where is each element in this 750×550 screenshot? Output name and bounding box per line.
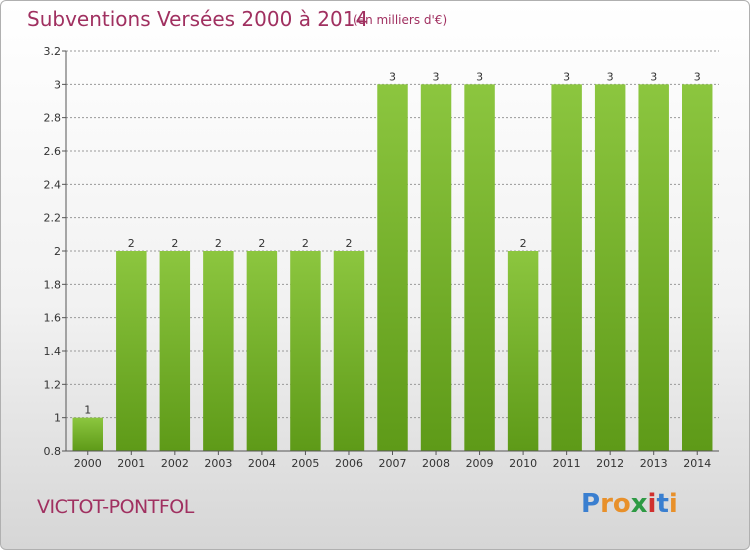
x-tick-label: 2000 <box>74 457 102 470</box>
y-tick-label: 0.8 <box>44 445 62 458</box>
x-tick-label: 2002 <box>161 457 189 470</box>
bar <box>638 84 669 451</box>
bar-value-label: 3 <box>433 70 440 83</box>
proxiti-logo: Proxiti <box>581 489 678 519</box>
bar <box>420 84 452 451</box>
y-tick-label: 2 <box>54 245 61 258</box>
y-tick-label: 1.4 <box>44 345 62 358</box>
bar-value-label: 3 <box>563 70 570 83</box>
y-tick-label: 1.6 <box>44 312 62 325</box>
labels: 0.8 1 1.2 1.4 1.6 1.8 2 2.2 2.4 2.6 2.8 3 3.2 1 2000 2 2… <box>44 45 712 470</box>
commune-name: VICTOT-PONTFOL <box>37 496 194 518</box>
bar-value-label: 1 <box>84 404 91 417</box>
bar <box>377 84 408 451</box>
bar <box>116 251 147 451</box>
bar <box>246 251 278 451</box>
bar-value-label: 2 <box>520 237 527 250</box>
bar-value-label: 2 <box>128 237 135 250</box>
y-tick-label: 2.8 <box>44 112 62 125</box>
logo-letter: x <box>630 489 648 519</box>
bar <box>551 84 582 451</box>
x-tick-label: 2010 <box>509 457 537 470</box>
x-tick-label: 2004 <box>248 457 276 470</box>
bar <box>333 251 365 451</box>
bar <box>203 251 234 451</box>
bar-value-label: 3 <box>694 70 701 83</box>
bar-value-label: 3 <box>607 70 614 83</box>
x-tick-label: 2005 <box>291 457 319 470</box>
logo-letter: r <box>600 489 613 519</box>
logo-letter: i <box>647 489 657 519</box>
y-tick-label: 2.4 <box>44 178 62 191</box>
x-tick-label: 2003 <box>204 457 232 470</box>
bar-value-label: 2 <box>215 237 222 250</box>
chart-subtitle: (en milliers d'€) <box>353 13 448 27</box>
bar-value-label: 2 <box>345 237 352 250</box>
y-tick-label: 1 <box>54 412 61 425</box>
axes <box>62 50 719 455</box>
x-tick-label: 2009 <box>466 457 494 470</box>
bar-value-label: 2 <box>258 237 265 250</box>
bar <box>290 251 321 451</box>
bar <box>464 84 495 451</box>
x-tick-label: 2013 <box>640 457 668 470</box>
y-tick-label: 1.8 <box>44 278 62 291</box>
y-tick-label: 1.2 <box>44 378 62 391</box>
bar-value-label: 3 <box>476 70 483 83</box>
x-tick-label: 2001 <box>117 457 145 470</box>
logo-letter: P <box>581 489 601 519</box>
y-tick-label: 2.6 <box>44 145 62 158</box>
bar-value-label: 3 <box>650 70 657 83</box>
logo-letter: o <box>612 489 631 519</box>
chart-title: Subventions Versées 2000 à 2014 <box>27 7 369 31</box>
bar-value-label: 3 <box>389 70 396 83</box>
bar <box>159 251 191 451</box>
logo-letter: i <box>668 489 678 519</box>
bar <box>507 251 539 451</box>
bar <box>594 84 626 451</box>
y-tick-label: 3.2 <box>44 45 62 58</box>
x-tick-label: 2007 <box>379 457 407 470</box>
x-tick-label: 2011 <box>553 457 581 470</box>
bar <box>72 417 104 451</box>
x-tick-label: 2014 <box>683 457 711 470</box>
x-tick-label: 2006 <box>335 457 363 470</box>
bar-value-label: 2 <box>171 237 178 250</box>
x-tick-label: 2008 <box>422 457 450 470</box>
y-tick-label: 3 <box>54 78 61 91</box>
y-tick-label: 2.2 <box>44 212 62 225</box>
bar <box>681 84 713 451</box>
bars <box>72 84 713 451</box>
bar-value-label: 2 <box>302 237 309 250</box>
x-tick-label: 2012 <box>596 457 624 470</box>
logo-letter: t <box>656 489 669 519</box>
